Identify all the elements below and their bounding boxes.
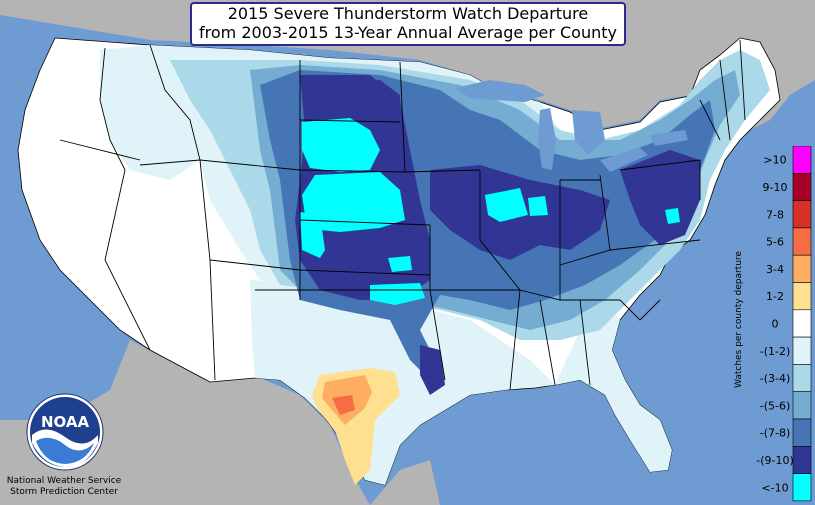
region-less-than-minus10-colorado bbox=[300, 212, 325, 258]
region-minus9-10-north bbox=[310, 80, 400, 118]
mexico-land-east bbox=[370, 460, 440, 505]
legend-label: <-10 bbox=[761, 481, 788, 494]
legend-label: -(9-10) bbox=[756, 454, 794, 467]
legend-swatch bbox=[792, 172, 812, 201]
legend-swatch bbox=[792, 418, 812, 447]
color-legend: >10 9-10 7-8 5-6 3-4 1-2 0 -(1-2) -(3-4) -(5-6) -(… bbox=[756, 146, 812, 502]
legend-label: 3-4 bbox=[766, 263, 784, 276]
legend-label: 7-8 bbox=[766, 208, 784, 221]
legend-swatch bbox=[792, 200, 812, 229]
legend-axis-label: Watches per county departure bbox=[734, 251, 744, 388]
legend-label: -(7-8) bbox=[760, 427, 791, 440]
credit-line-1: National Weather Service bbox=[6, 476, 122, 486]
legend-swatch bbox=[792, 146, 812, 174]
region-5-6-texas bbox=[332, 395, 355, 415]
legend-label: 0 bbox=[772, 317, 779, 330]
legend-swatch bbox=[792, 445, 812, 474]
legend-swatch bbox=[792, 364, 812, 392]
legend-label: -(1-2) bbox=[760, 345, 791, 358]
region-less-than-minus10-iowa bbox=[485, 188, 528, 222]
legend-axis-label-wrap: Watches per county departure bbox=[724, 251, 764, 398]
title-line-1: 2015 Severe Thunderstorm Watch Departure bbox=[227, 4, 589, 23]
legend-label: 5-6 bbox=[766, 236, 784, 249]
region-less-than-minus10-north bbox=[302, 118, 380, 172]
lake-michigan bbox=[538, 108, 556, 170]
region-minus1-2-southeast bbox=[555, 310, 672, 472]
legend-label: >10 bbox=[763, 154, 786, 167]
region-minus9-10-east bbox=[620, 150, 700, 245]
region-minus1-2-south bbox=[250, 280, 555, 485]
region-less-than-minus10-kansas bbox=[302, 172, 405, 232]
legend-swatch bbox=[792, 391, 812, 420]
lake-superior bbox=[455, 80, 545, 102]
legend-swatch bbox=[792, 336, 812, 365]
legend-label: 9-10 bbox=[763, 181, 788, 194]
noaa-logo-text: NOAA bbox=[41, 413, 90, 431]
lake-ontario bbox=[650, 130, 688, 146]
title-line-2: from 2003-2015 13-Year Annual Average pe… bbox=[199, 23, 617, 42]
region-minus9-10-texas bbox=[420, 345, 445, 395]
legend-swatch bbox=[792, 473, 812, 502]
region-less-than-minus10-virginia bbox=[665, 208, 680, 224]
legend-label: -(3-4) bbox=[760, 372, 791, 385]
region-less-than-minus10-oklahoma bbox=[370, 283, 425, 305]
legend-label: 1-2 bbox=[766, 290, 784, 303]
legend-swatch bbox=[792, 227, 812, 256]
legend-label: -(5-6) bbox=[760, 399, 791, 412]
lake-huron bbox=[572, 110, 605, 155]
credit-line-2: Storm Prediction Center bbox=[10, 487, 118, 497]
state-borders bbox=[59, 39, 746, 391]
region-minus1-2-idaho bbox=[100, 45, 200, 180]
map-title: 2015 Severe Thunderstorm Watch Departure… bbox=[190, 2, 626, 46]
legend-swatch bbox=[792, 254, 812, 283]
region-less-than-minus10-illinois bbox=[528, 196, 548, 216]
credit: National Weather Service Storm Predictio… bbox=[0, 476, 128, 498]
noaa-logo: NOAA bbox=[26, 393, 104, 471]
mexico-land bbox=[0, 340, 370, 505]
legend-swatch bbox=[792, 309, 812, 338]
lake-erie bbox=[600, 148, 648, 172]
legend-swatch bbox=[792, 282, 812, 311]
region-less-than-minus10-okc bbox=[388, 256, 412, 272]
